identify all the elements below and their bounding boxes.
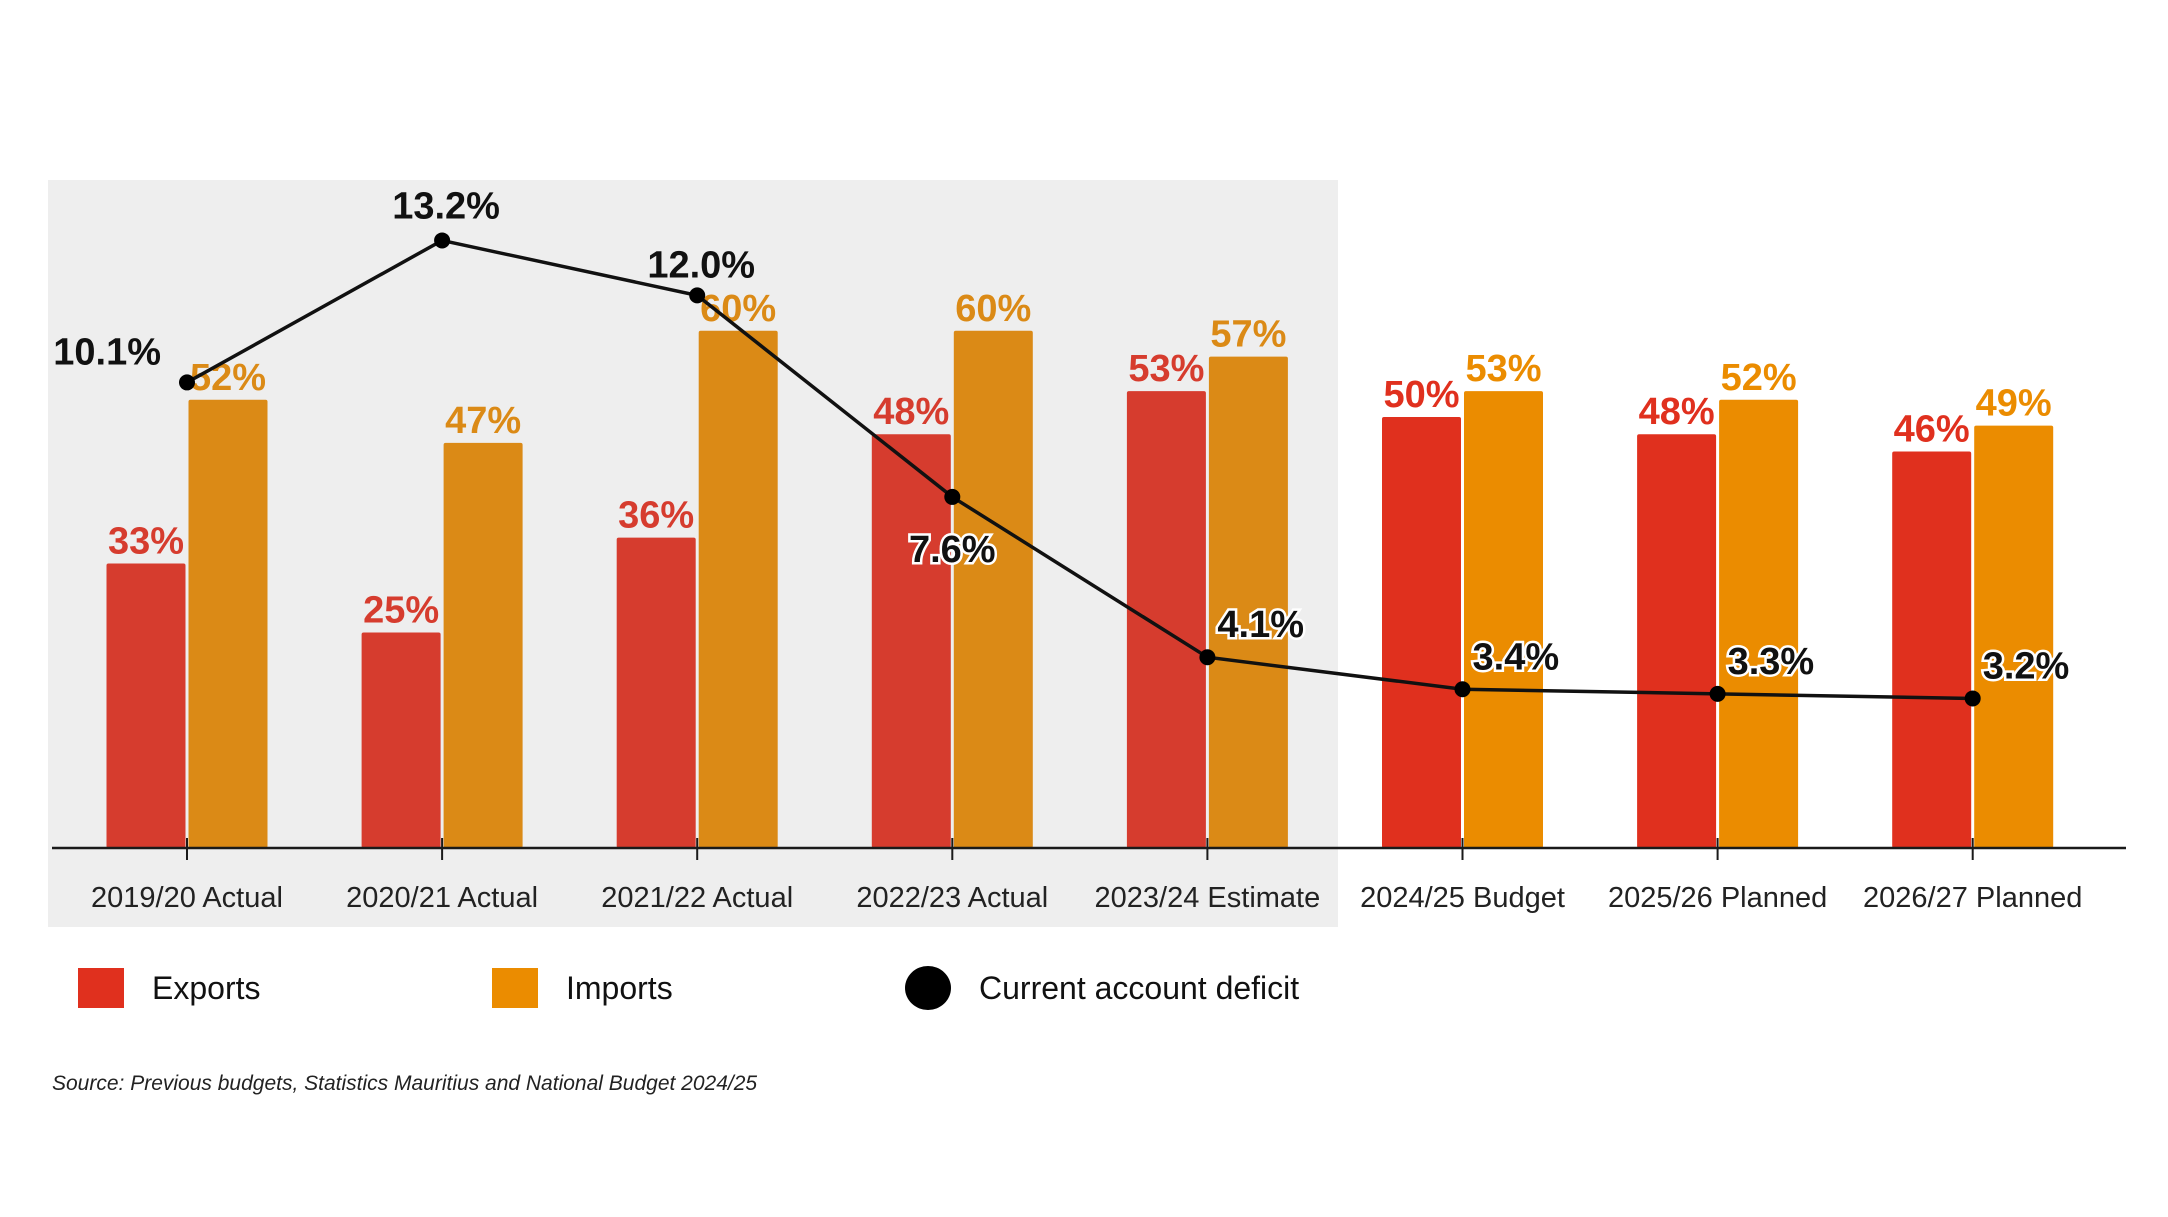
exports-bar [1126,391,1206,848]
deficit-labels-layer: 10.1% 13.2% 12.0% 7.6% 4.1% 3.4% 3.3% 3.2% [53,185,2072,690]
exports-value-label: 48% [873,391,949,433]
x-axis-ticks [186,838,1974,860]
deficit-point [1709,685,1726,702]
x-tick-label: 2026/27 Planned [1863,882,2082,914]
bars-layer [106,330,2054,848]
deficit-value-label: 12.0% [647,244,755,286]
imports-value-label: 52% [190,357,266,399]
legend-label: Imports [566,969,673,1006]
deficit-point [1964,690,1981,707]
exports-value-label: 36% [618,495,694,537]
deficit-value-label: 13.2% [392,185,500,227]
imports-value-label: 57% [1210,314,1286,356]
deficit-point [434,232,451,249]
x-tick-label: 2019/20 Actual [91,882,283,914]
deficit-value-label: 3.4% [1473,636,1560,678]
x-tick-label: 2023/24 Estimate [1095,882,1321,914]
bar-labels-layer: 33%52%25%47%36%60%48%60%53%57%50%53%48%5… [108,288,2052,632]
x-axis-tick-labels: 2019/20 Actual 2020/21 Actual 2021/22 Actu… [91,882,2082,914]
exports-bar [106,563,186,848]
exports-bar [361,632,441,848]
x-tick-label: 2022/23 Actual [856,882,1048,914]
legend-item-deficit: Current account deficit [905,966,1299,1010]
imports-value-label: 49% [1976,383,2052,425]
exports-swatch-icon [78,968,124,1008]
deficit-points-layer [179,232,1981,707]
imports-bar [698,330,778,848]
imports-bar [1974,425,2054,848]
deficit-value-label: 4.1% [1217,604,1304,646]
deficit-point [689,287,706,304]
legend-item-exports: Exports [78,966,260,1010]
exports-value-label: 48% [1639,391,1715,433]
exports-value-label: 50% [1383,374,1459,416]
deficit-value-label: 3.2% [1983,645,2070,687]
exports-bar [1637,434,1717,848]
x-tick-label: 2024/25 Budget [1360,882,1565,914]
source-note: Source: Previous budgets, Statistics Mau… [52,1072,758,1095]
x-tick-label: 2025/26 Planned [1608,882,1827,914]
legend-item-imports: Imports [492,966,673,1010]
exports-value-label: 46% [1894,408,1970,450]
imports-value-label: 53% [1465,348,1541,390]
imports-bar [188,399,268,848]
exports-bar [1892,451,1972,848]
exports-value-label: 33% [108,521,184,563]
deficit-value-label: 7.6% [909,529,996,571]
deficit-value-label: 3.3% [1728,641,1815,683]
deficit-point [944,488,961,505]
imports-swatch-icon [492,968,538,1008]
imports-value-label: 52% [1721,357,1797,399]
deficit-point [1454,681,1471,698]
imports-bar [1208,356,1288,848]
exports-bar [871,434,951,848]
deficit-value-label: 10.1% [53,331,161,373]
imports-bar [1719,399,1799,848]
x-tick-label: 2021/22 Actual [601,882,793,914]
x-tick-label: 2020/21 Actual [346,882,538,914]
exports-value-label: 53% [1128,348,1204,390]
deficit-marker-icon [905,966,951,1010]
exports-value-label: 25% [363,590,439,632]
imports-bar [953,330,1033,848]
exports-bar [1382,417,1461,848]
legend-label: Exports [152,969,261,1006]
imports-value-label: 47% [445,400,521,442]
imports-bar [443,442,523,848]
deficit-point [1199,649,1216,666]
deficit-point [179,374,195,391]
exports-bar [616,537,696,848]
imports-bar [1464,391,1543,848]
legend-label: Current account deficit [979,969,1300,1006]
imports-value-label: 60% [955,288,1031,330]
deficit-line [186,238,1973,701]
